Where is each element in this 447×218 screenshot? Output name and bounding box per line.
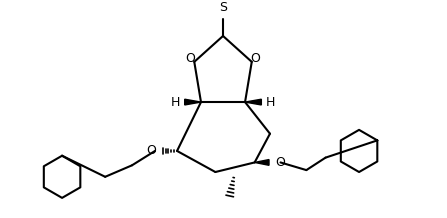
Polygon shape: [245, 99, 261, 105]
Polygon shape: [185, 99, 201, 105]
Text: O: O: [186, 53, 195, 65]
Polygon shape: [255, 160, 269, 165]
Text: O: O: [251, 53, 261, 65]
Text: S: S: [219, 1, 227, 14]
Text: H: H: [171, 95, 180, 109]
Text: O: O: [275, 156, 285, 169]
Text: O: O: [146, 145, 156, 157]
Text: H: H: [266, 95, 275, 109]
